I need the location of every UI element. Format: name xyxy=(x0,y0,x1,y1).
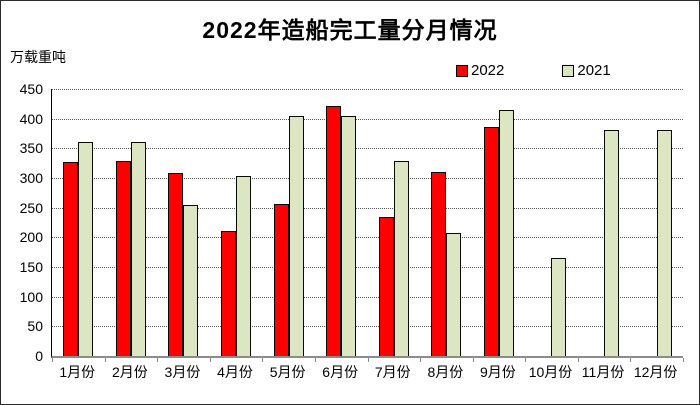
bar-2022-5月份 xyxy=(273,204,289,356)
y-tick-label-0: 0 xyxy=(35,348,43,364)
bar-2022-7月份 xyxy=(378,217,394,356)
bar-group-12月份 xyxy=(630,89,683,356)
bar-group-11月份 xyxy=(578,89,631,356)
gridline-250 xyxy=(52,207,683,209)
bar-2022-6月份 xyxy=(326,105,342,356)
gridline-300 xyxy=(52,178,683,179)
x-axis-labels: 1月份 2月份 3月份 4月份 5月份 6月份 7月份 8月份 9月份 10月份 11月份 12月份 xyxy=(51,362,682,382)
y-tick-label-150: 150 xyxy=(19,259,43,275)
gridline-200 xyxy=(52,237,683,239)
bar-2022-8月份 xyxy=(431,172,447,356)
bar-group-10月份 xyxy=(525,89,578,356)
gridline-50 xyxy=(52,326,683,328)
bar-group-2月份 xyxy=(105,89,158,356)
bars-container xyxy=(52,89,683,356)
bar-group-6月份 xyxy=(315,89,368,356)
legend-item-2022: 2022 xyxy=(456,62,504,79)
bar-group-9月份 xyxy=(473,89,526,356)
x-tick-7 xyxy=(420,358,422,362)
y-tick-label-200: 200 xyxy=(19,229,43,246)
x-tick-0 xyxy=(52,358,53,362)
x-label-6月份: 6月份 xyxy=(322,364,359,380)
x-label-10月份: 10月份 xyxy=(528,364,573,380)
bar-2021-5月份 xyxy=(288,115,304,356)
bar-group-7月份 xyxy=(367,89,420,356)
x-tick-2 xyxy=(157,358,159,362)
legend: 2022 2021 xyxy=(456,62,611,79)
bar-2021-3月份 xyxy=(183,204,199,356)
bar-2021-12月份 xyxy=(656,129,672,356)
gridline-100 xyxy=(52,296,683,298)
y-tick-label-350: 350 xyxy=(19,140,43,157)
bar-2021-6月份 xyxy=(341,115,357,356)
bar-2021-10月份 xyxy=(551,258,567,356)
y-tick-label-100: 100 xyxy=(19,288,43,305)
bar-2021-9月份 xyxy=(498,109,514,356)
legend-swatch-2022 xyxy=(456,64,468,77)
x-label-8月份: 8月份 xyxy=(427,364,464,380)
y-tick-label-450: 450 xyxy=(19,81,43,97)
bar-group-3月份 xyxy=(157,89,210,356)
y-tick-label-400: 400 xyxy=(19,110,43,127)
x-label-1月份: 1月份 xyxy=(59,364,96,380)
y-axis-unit-label: 万载重吨 xyxy=(10,49,66,65)
bar-2022-4月份 xyxy=(221,231,237,356)
x-tick-1 xyxy=(104,358,106,362)
bar-2022-2月份 xyxy=(115,161,131,356)
bar-group-1月份 xyxy=(52,89,105,356)
plot-area xyxy=(51,89,684,362)
x-label-11月份: 11月份 xyxy=(581,364,625,380)
legend-label-2021: 2021 xyxy=(577,62,611,79)
gridline-150 xyxy=(52,267,683,268)
bar-2022-3月份 xyxy=(168,172,184,356)
x-label-5月份: 5月份 xyxy=(269,364,306,380)
bar-group-4月份 xyxy=(210,89,263,356)
x-tick-3 xyxy=(209,358,211,362)
y-tick-label-300: 300 xyxy=(19,170,43,186)
bar-group-5月份 xyxy=(262,89,315,356)
bar-2022-1月份 xyxy=(63,161,79,356)
bar-2021-4月份 xyxy=(236,176,252,356)
legend-swatch-2021 xyxy=(562,64,575,77)
x-tick-8 xyxy=(472,358,474,362)
x-label-9月份: 9月份 xyxy=(480,364,516,380)
gridline-400 xyxy=(52,118,683,120)
x-label-7月份: 7月份 xyxy=(374,364,411,380)
x-tick-6 xyxy=(367,358,369,362)
x-tick-12 xyxy=(683,358,684,362)
bar-2021-1月份 xyxy=(78,141,94,356)
bar-2021-8月份 xyxy=(446,232,462,356)
bar-2021-2月份 xyxy=(130,141,146,356)
bar-2022-9月份 xyxy=(483,126,499,356)
chart-title: 2022年造船完工量分月情况 xyxy=(202,17,498,43)
bar-2021-11月份 xyxy=(604,129,620,356)
x-tick-4 xyxy=(262,358,264,362)
x-label-2月份: 2月份 xyxy=(111,364,148,380)
x-label-12月份: 12月份 xyxy=(633,364,678,380)
x-label-4月份: 4月份 xyxy=(217,364,253,380)
bar-2021-7月份 xyxy=(393,161,409,356)
bar-group-8月份 xyxy=(420,89,473,356)
y-tick-label-50: 50 xyxy=(27,318,43,335)
x-tick-10 xyxy=(577,358,579,362)
gridline-450 xyxy=(52,89,683,90)
x-label-3月份: 3月份 xyxy=(164,364,201,380)
y-tick-label-250: 250 xyxy=(19,199,43,216)
legend-label-2022: 2022 xyxy=(471,62,505,79)
x-tick-11 xyxy=(630,358,632,362)
gridline-350 xyxy=(52,148,683,150)
x-tick-9 xyxy=(525,358,527,362)
x-tick-5 xyxy=(314,358,316,362)
legend-item-2021: 2021 xyxy=(562,62,611,79)
